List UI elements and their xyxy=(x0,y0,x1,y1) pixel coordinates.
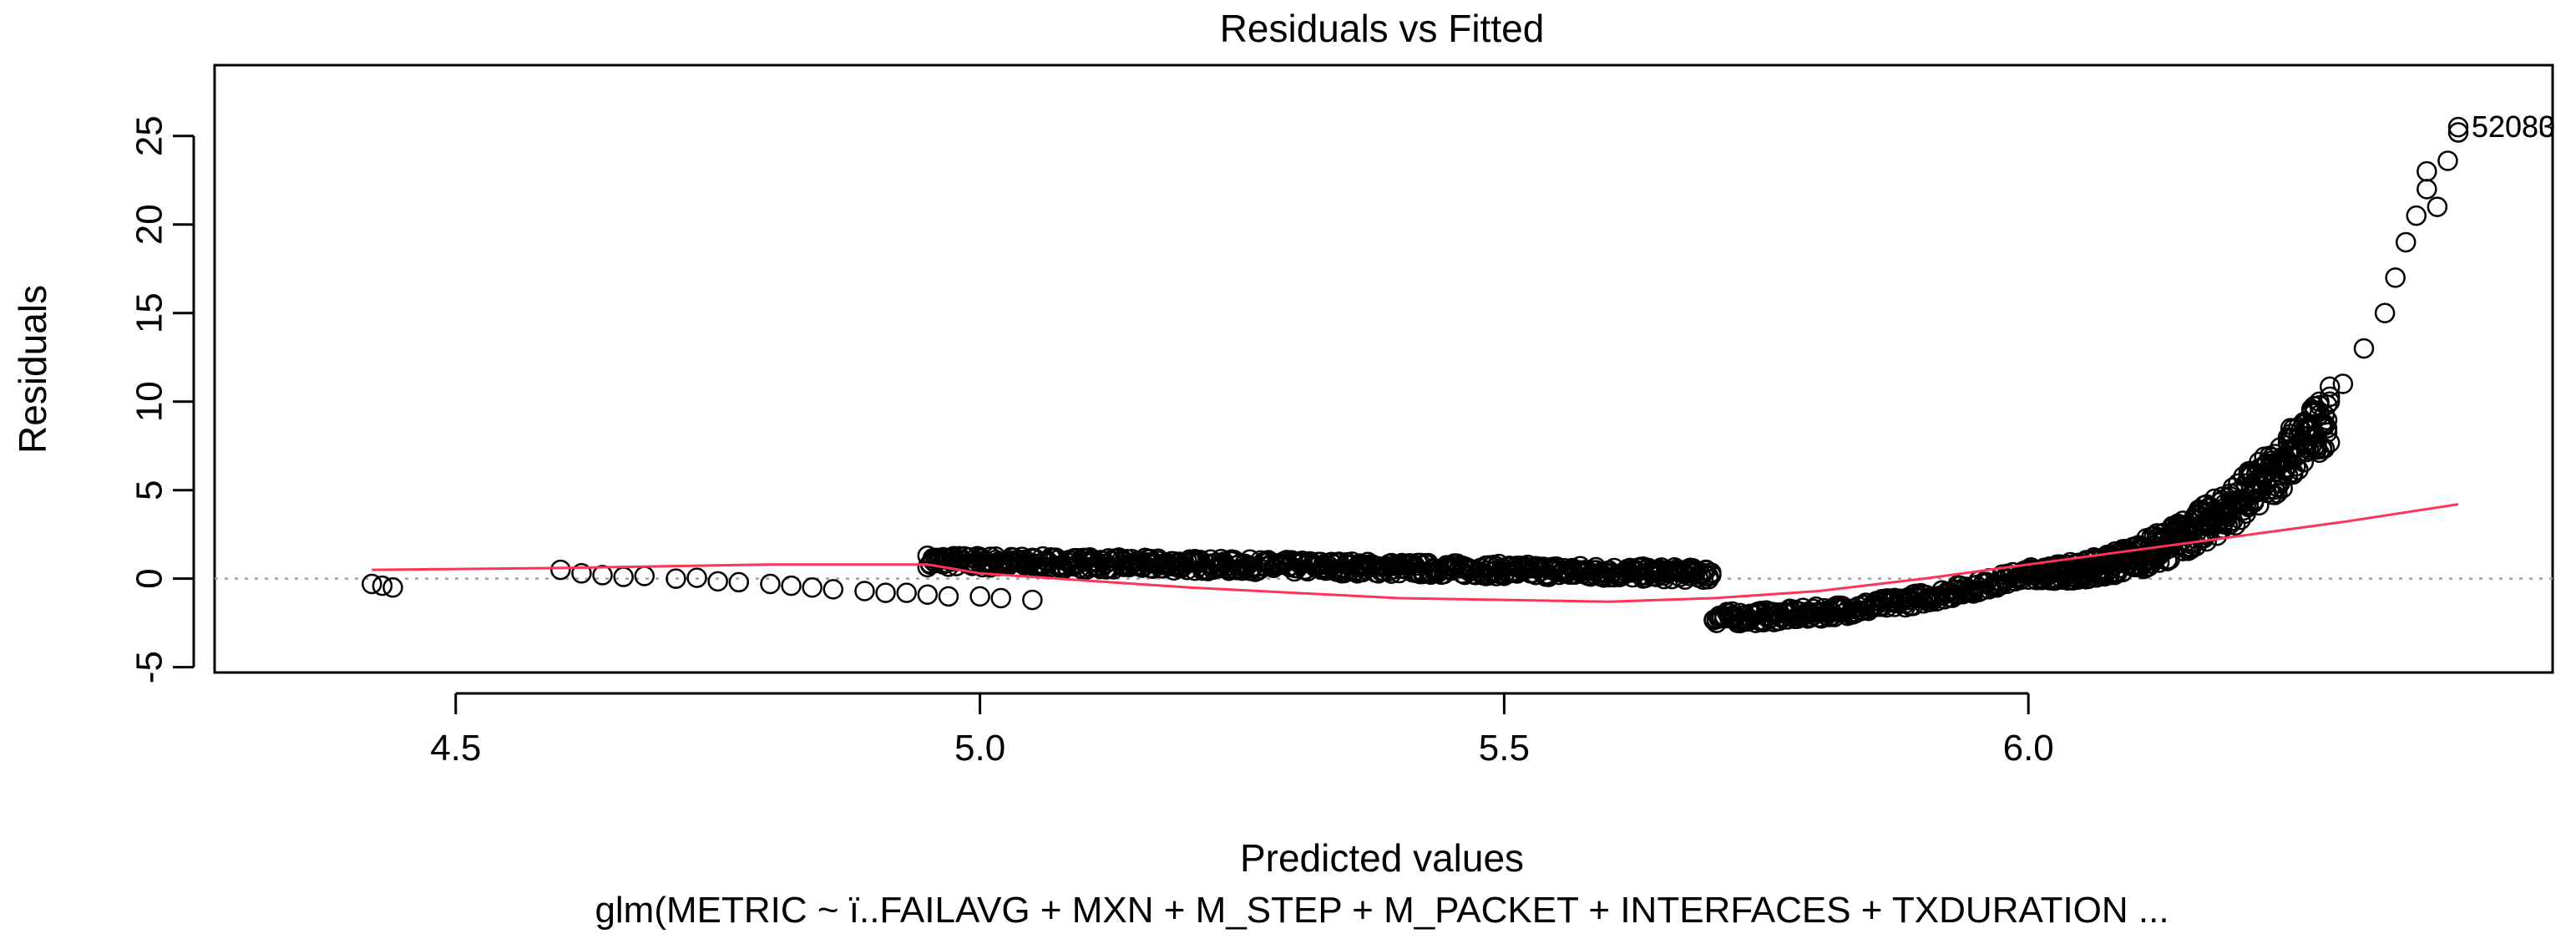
x-tick-label: 6.0 xyxy=(2003,728,2054,769)
data-point xyxy=(2314,414,2336,434)
point-layer xyxy=(362,116,2469,611)
data-point xyxy=(362,573,382,595)
data-point xyxy=(2374,302,2396,323)
x-tick-label: 4.5 xyxy=(430,728,481,769)
plot-frame xyxy=(213,63,2554,674)
y-tick-label: 10 xyxy=(129,381,170,422)
data-point xyxy=(613,566,634,587)
x-tick-label: 5.0 xyxy=(954,728,1005,769)
data-point xyxy=(1166,553,1187,575)
y-tick-label: 20 xyxy=(129,204,170,245)
data-point xyxy=(382,577,403,598)
smooth-line xyxy=(372,503,2459,603)
model-formula-subtitle: glm(METRIC ~ ï..FAILAVG + MXN + M_STEP +… xyxy=(595,890,2169,931)
data-point xyxy=(571,563,592,584)
data-point xyxy=(707,571,728,592)
data-point xyxy=(2300,400,2322,421)
data-point xyxy=(2406,205,2427,226)
data-point xyxy=(2319,432,2341,454)
data-point xyxy=(896,582,917,603)
data-point xyxy=(760,573,781,595)
data-point xyxy=(2417,179,2437,200)
data-point xyxy=(802,577,822,598)
data-point xyxy=(2447,122,2469,143)
data-point xyxy=(2319,391,2341,413)
data-point xyxy=(1701,565,1722,586)
x-axis: 4.5 5.0 5.5 6.0 xyxy=(430,692,2054,769)
y-tick-label: -5 xyxy=(129,651,170,683)
observation-label: 52083 xyxy=(2472,109,2555,144)
data-point xyxy=(2319,376,2341,398)
data-point xyxy=(2316,422,2338,443)
y-axis: -5 0 5 10 15 20 25 xyxy=(129,115,195,683)
data-point xyxy=(2314,438,2336,459)
data-point xyxy=(1090,558,1111,580)
data-point xyxy=(854,581,875,601)
dense-point-cloud xyxy=(917,376,2341,634)
y-tick-label: 15 xyxy=(129,292,170,333)
y-axis-label: Residuals xyxy=(11,285,54,454)
data-point xyxy=(550,559,571,581)
y-tick-label: 0 xyxy=(129,568,170,588)
y-tick-label: 25 xyxy=(129,115,170,156)
data-point xyxy=(2280,418,2301,439)
data-point xyxy=(781,575,802,596)
data-point xyxy=(2353,338,2375,359)
data-point xyxy=(875,582,896,603)
data-point xyxy=(728,571,750,593)
data-point xyxy=(1113,551,1135,571)
x-tick-label: 5.5 xyxy=(1479,728,1530,769)
data-point xyxy=(666,568,686,589)
data-point xyxy=(2319,386,2341,408)
data-point xyxy=(2447,116,2469,138)
data-point xyxy=(2385,267,2406,288)
data-point xyxy=(1032,546,1054,567)
data-point xyxy=(592,565,613,586)
data-point xyxy=(372,575,393,596)
y-tick-label: 5 xyxy=(129,480,170,500)
data-point xyxy=(938,586,959,607)
data-point xyxy=(686,567,707,588)
data-point xyxy=(2427,196,2448,217)
data-point xyxy=(2417,160,2437,182)
x-axis-label: Predicted values xyxy=(1240,836,1524,880)
data-point xyxy=(2332,373,2354,394)
data-point xyxy=(2395,231,2417,253)
data-point xyxy=(969,586,990,607)
data-point xyxy=(990,587,1011,609)
observation-label: 52080 xyxy=(2472,109,2555,144)
data-point xyxy=(1022,589,1043,611)
data-point xyxy=(822,579,844,600)
data-point xyxy=(917,584,939,605)
data-point xyxy=(2437,150,2458,171)
data-point xyxy=(1693,562,1714,584)
data-point xyxy=(634,566,655,586)
chart-title: Residuals vs Fitted xyxy=(1220,7,1545,50)
